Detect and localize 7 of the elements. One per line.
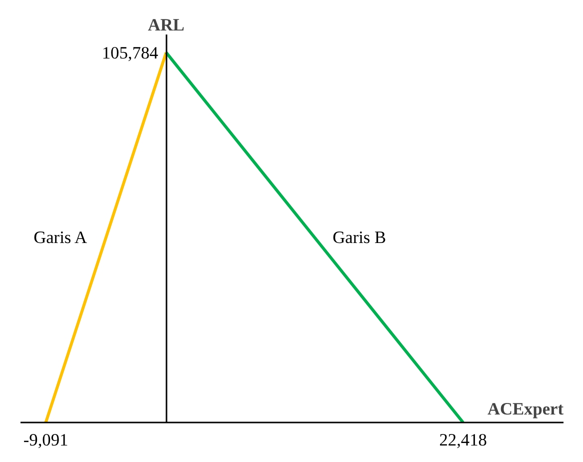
y-axis-title: ARL bbox=[148, 16, 184, 34]
annotation: 105,784 bbox=[102, 44, 159, 62]
series-label: Garis B bbox=[332, 228, 386, 247]
x-axis-title: ACExpert bbox=[487, 400, 564, 418]
x-tick-label: 22,418 bbox=[439, 430, 487, 450]
x-tick-label: -9,091 bbox=[23, 430, 68, 450]
series-label: Garis A bbox=[34, 228, 88, 247]
